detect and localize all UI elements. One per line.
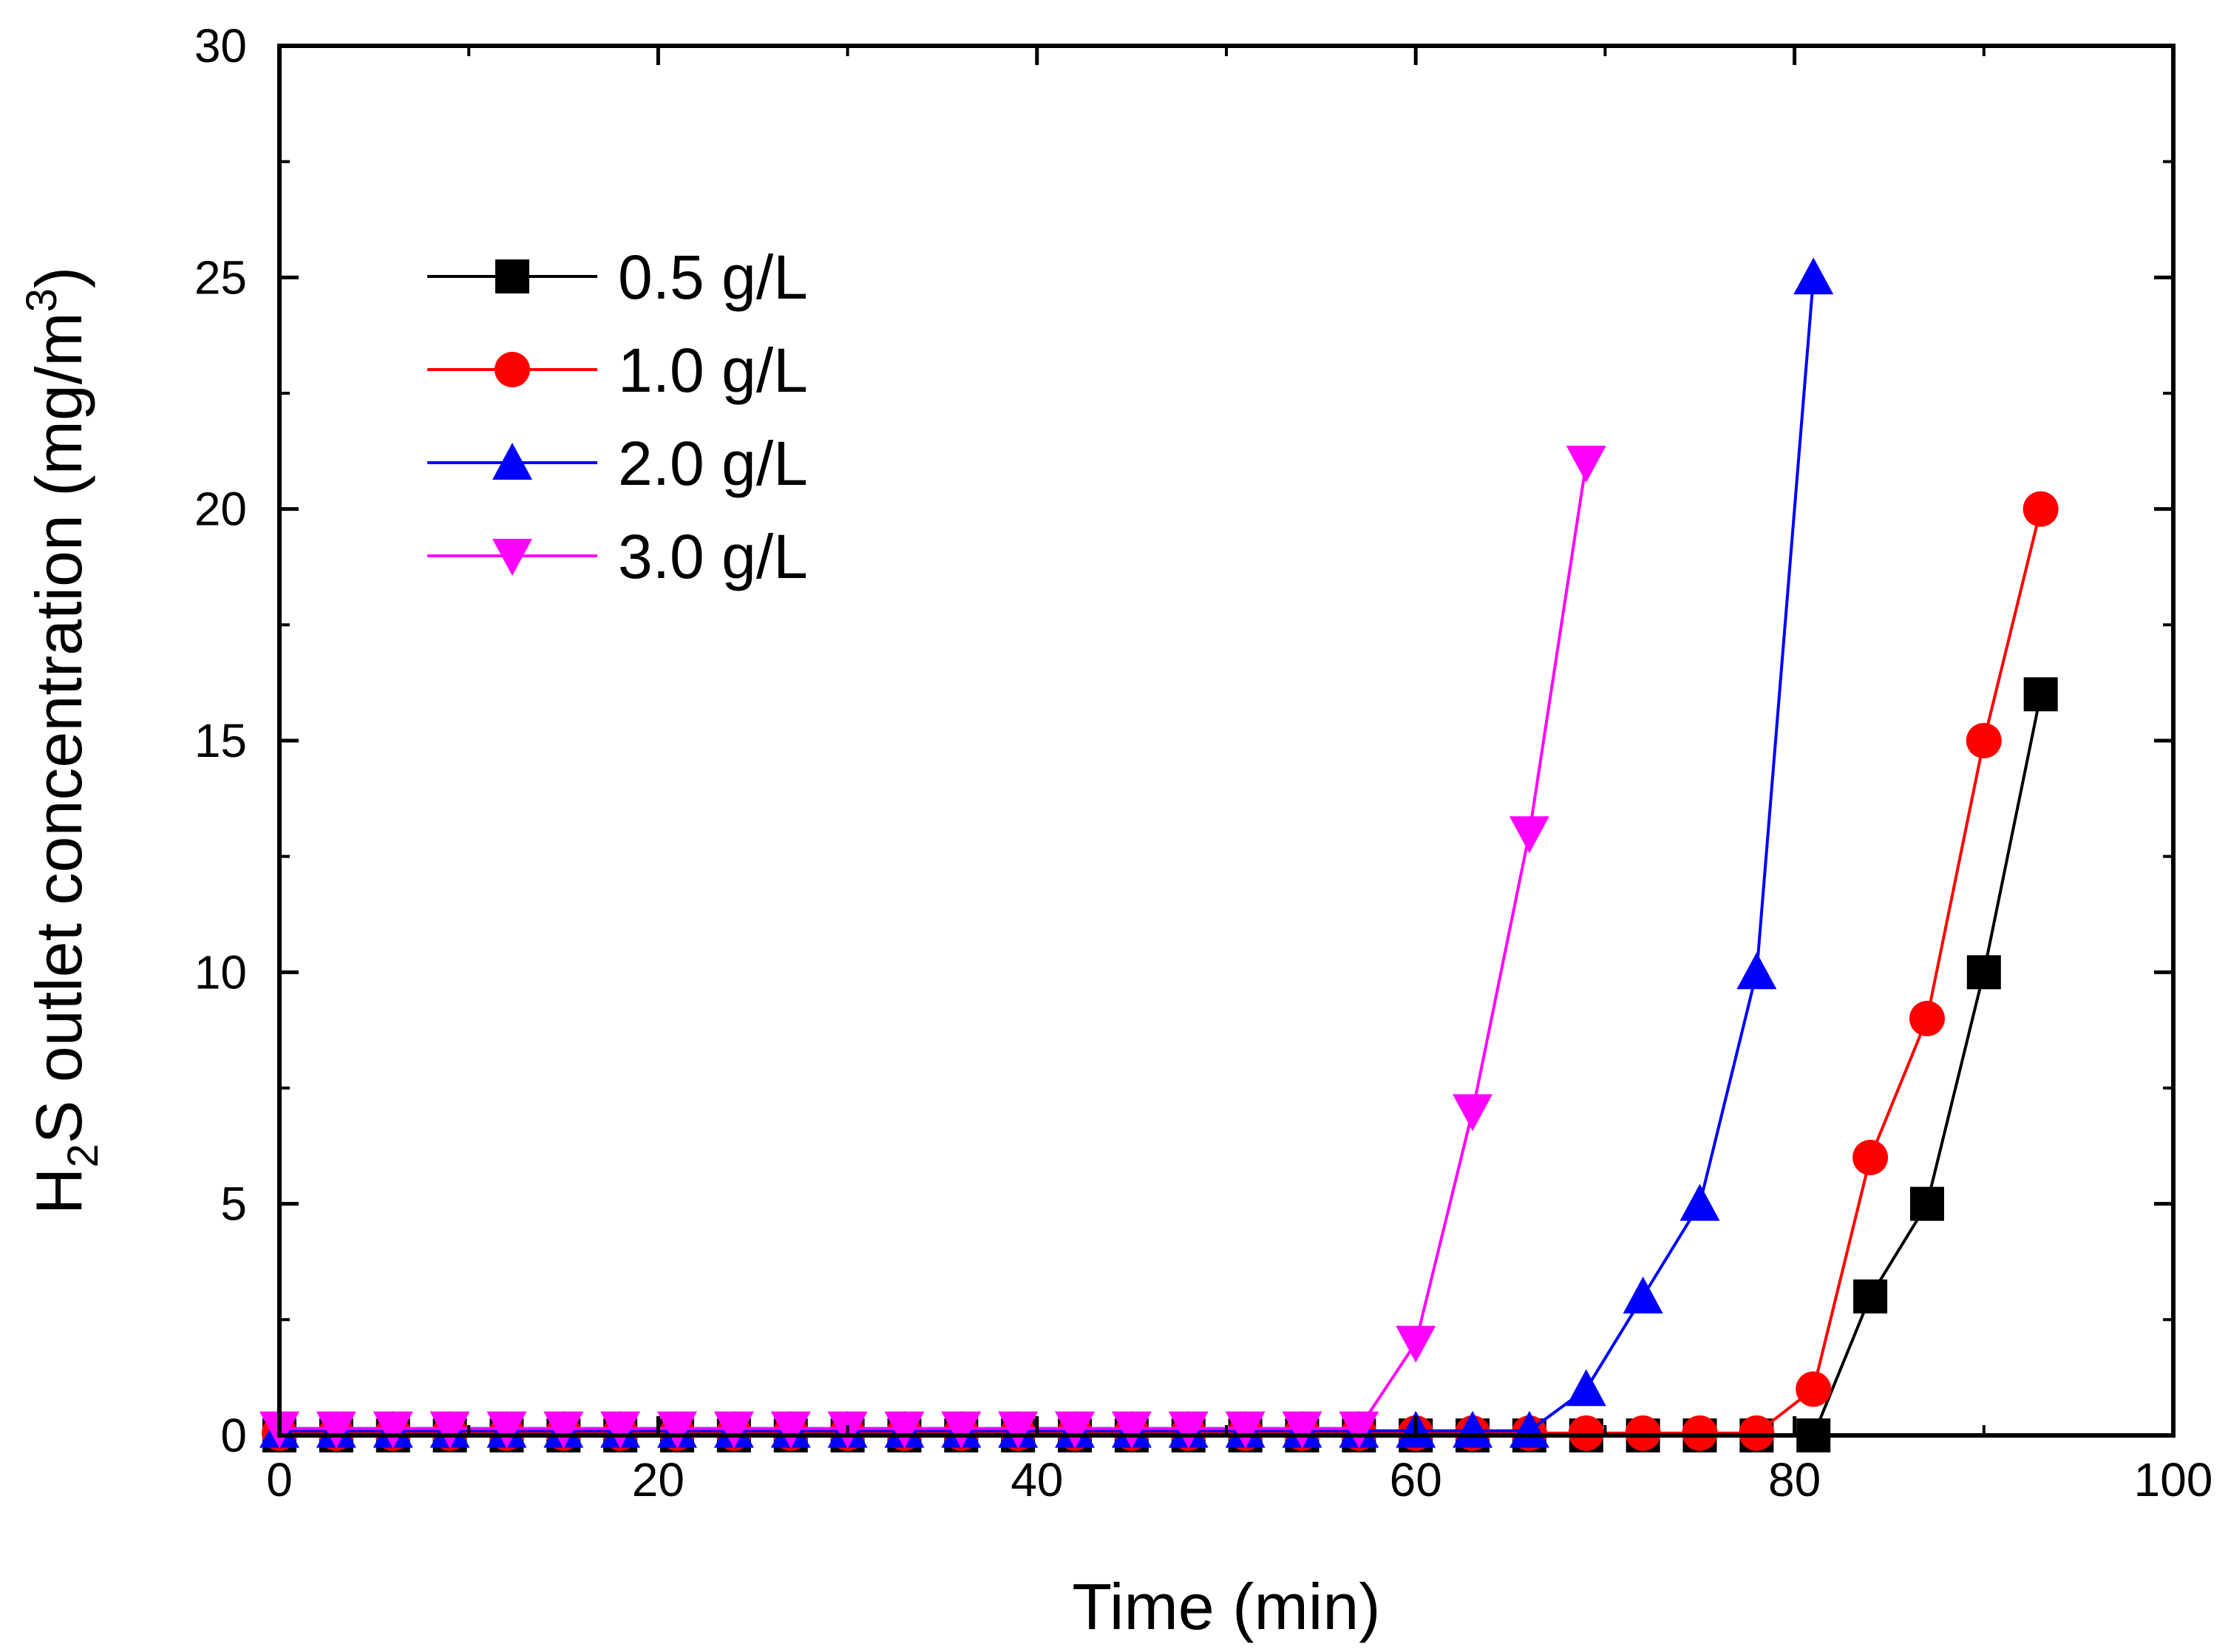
y-tick-label: 30 <box>194 19 247 72</box>
data-point <box>770 1411 811 1449</box>
data-point <box>1509 1410 1549 1448</box>
y-tick-label: 10 <box>194 945 247 999</box>
data-point <box>1623 1277 1663 1313</box>
legend-item: 1.0 g/L <box>427 336 808 405</box>
series-2 <box>262 491 2059 1451</box>
data-point <box>1339 1411 1379 1449</box>
y-axis-title-middle: S outlet concentration (mg/m <box>22 312 95 1143</box>
data-point <box>2023 677 2058 712</box>
data-point <box>713 1411 754 1449</box>
y-axis-title-prefix: H <box>22 1168 95 1215</box>
series-line <box>279 462 1588 1430</box>
series-4 <box>259 446 1606 1449</box>
y-tick-label: 15 <box>194 714 247 767</box>
series-1 <box>262 677 2058 1452</box>
data-point <box>1736 952 1777 990</box>
data-point <box>1453 1094 1493 1132</box>
series-3 <box>259 257 1834 1448</box>
data-point <box>1680 1183 1720 1221</box>
data-point <box>998 1411 1039 1449</box>
legend-item: 2.0 g/L <box>427 429 808 498</box>
data-point <box>1909 1186 1944 1221</box>
tick-labels: 0 20 40 60 80 100 0 5 10 15 20 25 30 <box>194 19 2213 1506</box>
data-point <box>1625 1415 1661 1451</box>
legend-marker <box>495 352 530 387</box>
data-point <box>1739 1415 1775 1451</box>
series-line <box>279 277 1816 1432</box>
y-axis-title-suffix: ) <box>22 267 95 288</box>
data-point <box>316 1411 356 1449</box>
data-point <box>1282 1411 1322 1449</box>
legend-marker <box>492 539 532 576</box>
data-point <box>1396 1325 1436 1363</box>
data-point <box>429 1411 470 1449</box>
data-point <box>1852 1140 1889 1175</box>
y-axis-title-subscript: 2 <box>59 1143 107 1167</box>
data-point <box>657 1411 698 1449</box>
data-point <box>884 1411 925 1449</box>
y-tick-label: 20 <box>194 483 247 536</box>
x-tick-label: 40 <box>1011 1453 1063 1506</box>
data-point <box>1966 955 2001 990</box>
legend-label: 1.0 g/L <box>618 336 808 405</box>
x-tick-label: 20 <box>632 1453 685 1506</box>
data-point <box>1966 723 2002 758</box>
data-point <box>1566 1369 1606 1407</box>
legend-marker <box>495 259 529 293</box>
data-point <box>1793 257 1834 295</box>
series-line <box>279 693 2042 1437</box>
data-point <box>1055 1411 1096 1449</box>
data-point <box>1509 816 1549 854</box>
data-point <box>2022 491 2059 527</box>
legend-label: 0.5 g/L <box>618 242 808 312</box>
data-point <box>1568 1415 1604 1451</box>
data-point <box>1168 1411 1209 1449</box>
data-point <box>1682 1415 1718 1451</box>
series-line <box>279 509 2042 1435</box>
data-point <box>373 1411 413 1449</box>
legend-label: 2.0 g/L <box>618 429 808 498</box>
y-axis-title: H2S outlet concentration (mg/m3) <box>18 267 107 1214</box>
data-point <box>486 1411 527 1449</box>
y-axis-title-superscript: 3 <box>18 288 66 312</box>
data-point <box>600 1411 641 1449</box>
data-point <box>543 1411 584 1449</box>
y-tick-label: 25 <box>194 251 247 304</box>
y-tick-label: 5 <box>220 1177 247 1231</box>
data-point <box>1909 1001 1945 1036</box>
series-layer <box>259 257 2059 1452</box>
data-point <box>1566 446 1606 483</box>
legend-label: 3.0 g/L <box>618 522 808 591</box>
axis-ticks <box>277 44 2176 1438</box>
data-point <box>941 1411 982 1449</box>
data-point <box>1111 1411 1152 1449</box>
x-axis-title: Time (min) <box>1072 1570 1380 1643</box>
data-point <box>1853 1279 1888 1313</box>
legend-item: 0.5 g/L <box>427 242 808 312</box>
data-point <box>1796 1371 1832 1407</box>
data-point <box>1453 1410 1493 1448</box>
x-tick-label: 60 <box>1390 1453 1442 1506</box>
plot-frame <box>277 44 2176 1438</box>
data-point <box>1225 1411 1266 1449</box>
legend-item: 3.0 g/L <box>427 522 808 591</box>
legend: 0.5 g/L 1.0 g/L 2.0 g/L 3.0 g/L <box>427 242 808 591</box>
x-tick-label: 80 <box>1768 1453 1821 1506</box>
x-tick-label: 100 <box>2134 1453 2213 1506</box>
legend-marker <box>492 443 532 480</box>
x-tick-label: 0 <box>266 1453 293 1506</box>
y-tick-label: 0 <box>220 1409 247 1462</box>
